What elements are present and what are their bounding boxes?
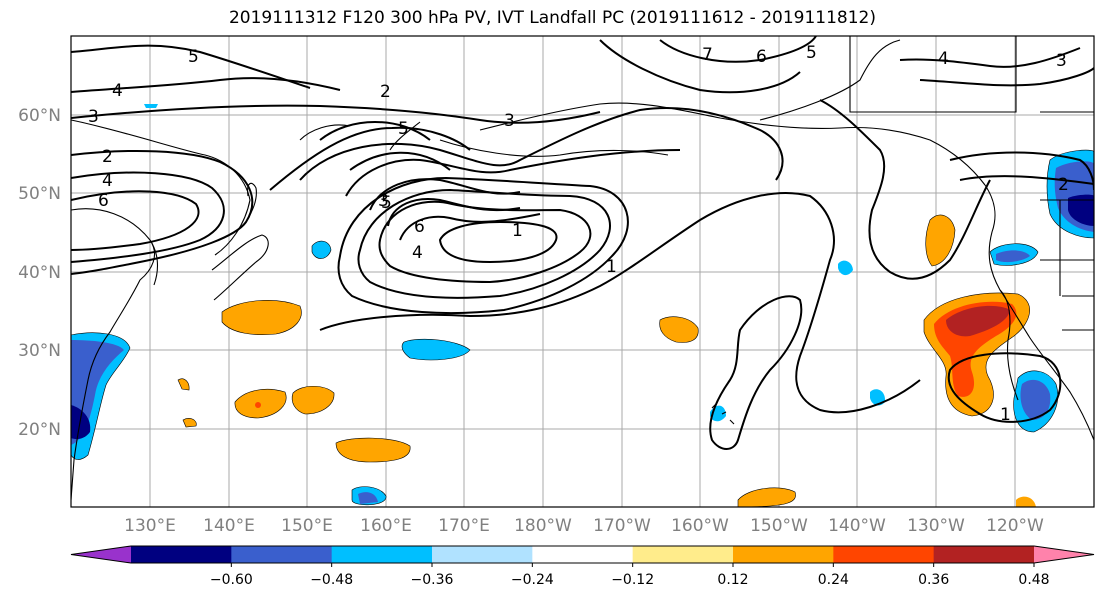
plot-frame bbox=[70, 35, 1095, 508]
lat-label: 40°N bbox=[18, 263, 61, 283]
contour-label: 3 bbox=[378, 191, 389, 211]
map-panel: 5 4 3 2 4 6 3 2 5 3 5 6 4 1 1 7 6 5 4 3 … bbox=[71, 36, 1094, 507]
contour-labels: 5 4 3 2 4 6 3 2 5 3 5 6 4 1 1 7 6 5 4 3 … bbox=[88, 43, 1069, 425]
colorbar-segment bbox=[632, 546, 734, 563]
contour-label: 1 bbox=[1000, 405, 1011, 425]
contour-label: 6 bbox=[98, 191, 109, 211]
contour-label: 5 bbox=[381, 193, 392, 213]
colorbar-tick-label: −0.24 bbox=[511, 572, 554, 588]
contour-label: 4 bbox=[112, 81, 123, 101]
contour-label: 6 bbox=[756, 47, 767, 67]
colorbar-tick-label: −0.36 bbox=[411, 572, 454, 588]
lon-label: 170°W bbox=[593, 516, 651, 536]
contour-label: 4 bbox=[102, 171, 113, 191]
lon-labels: 130°E 140°E 150°E 160°E 170°E 180°W 170°… bbox=[124, 516, 1044, 536]
colorbar-segment bbox=[733, 546, 834, 563]
contour-label: 4 bbox=[938, 49, 949, 69]
colorbar-extend-low bbox=[71, 546, 131, 563]
colorbar-tick-label: −0.48 bbox=[310, 572, 353, 588]
colorbar-tick-label: 0.48 bbox=[1018, 572, 1049, 588]
ivt-shading bbox=[71, 104, 1094, 507]
lon-label: 130°E bbox=[124, 516, 176, 536]
colorbar-segment bbox=[331, 546, 433, 563]
map-title: 2019111312 F120 300 hPa PV, IVT Landfall… bbox=[228, 8, 876, 28]
colorbar-tick-label: −0.60 bbox=[210, 572, 253, 588]
colorbar-segment bbox=[933, 546, 1035, 563]
lon-label: 140°W bbox=[828, 516, 886, 536]
colorbar-segment bbox=[231, 546, 333, 563]
contour-label: 5 bbox=[398, 119, 409, 139]
contour-label: 2 bbox=[1058, 175, 1069, 195]
lat-label: 30°N bbox=[18, 341, 61, 361]
contour-label: 5 bbox=[188, 47, 199, 67]
lat-labels: 60°N 50°N 40°N 30°N 20°N bbox=[18, 106, 61, 440]
colorbar-tick-label: −0.12 bbox=[611, 572, 654, 588]
lon-label: 160°W bbox=[671, 516, 729, 536]
lat-label: 20°N bbox=[18, 420, 61, 440]
pv-contours bbox=[71, 36, 1094, 450]
colorbar-tick-label: 0.24 bbox=[818, 572, 849, 588]
contour-label: 2 bbox=[380, 82, 391, 102]
contour-label: 1 bbox=[606, 257, 617, 277]
contour-label: 3 bbox=[88, 107, 99, 127]
lon-label: 160°E bbox=[360, 516, 412, 536]
colorbar-segment bbox=[432, 546, 533, 563]
contour-label: 1 bbox=[512, 221, 523, 241]
contour-label: 3 bbox=[504, 111, 515, 131]
colorbar-extend-high bbox=[1034, 546, 1094, 563]
lon-label: 170°E bbox=[438, 516, 490, 536]
colorbar: −0.60 −0.48 −0.36 −0.24 −0.12 0.12 0.24 0.36 0.4… bbox=[70, 545, 1095, 588]
contour-label: 6 bbox=[414, 217, 425, 237]
lat-label: 60°N bbox=[18, 106, 61, 126]
colorbar-segment bbox=[131, 546, 232, 563]
lat-label: 50°N bbox=[18, 184, 61, 204]
lon-label: 130°W bbox=[907, 516, 965, 536]
lon-label: 140°E bbox=[203, 516, 255, 536]
lon-label: 150°W bbox=[750, 516, 808, 536]
lon-label: 120°W bbox=[986, 516, 1044, 536]
contour-label: 4 bbox=[412, 243, 423, 263]
colorbar-tick-label: 0.12 bbox=[717, 572, 748, 588]
contour-label: 3 bbox=[1056, 51, 1067, 71]
lon-label: 180°W bbox=[514, 516, 572, 536]
lon-label: 150°E bbox=[281, 516, 333, 536]
colorbar-outline bbox=[70, 545, 1095, 564]
contour-label: 7 bbox=[702, 45, 713, 65]
colorbar-segment bbox=[833, 546, 935, 563]
contour-label: 5 bbox=[806, 43, 817, 63]
colorbar-tick-label: 0.36 bbox=[918, 572, 949, 588]
colorbar-segment bbox=[532, 546, 634, 563]
contour-label: 2 bbox=[102, 147, 113, 167]
